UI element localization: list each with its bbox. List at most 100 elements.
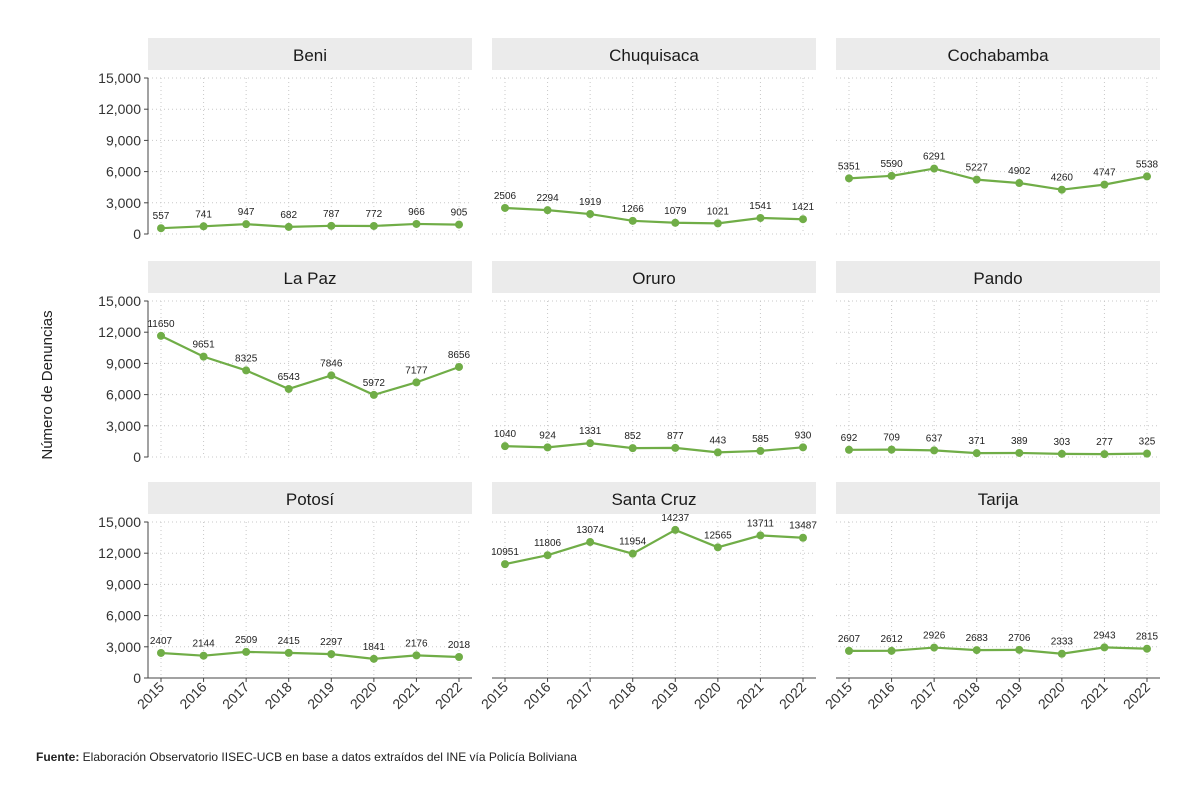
data-point xyxy=(199,651,208,660)
data-label: 9651 xyxy=(192,340,215,351)
series-line xyxy=(504,206,804,225)
data-point xyxy=(327,650,336,659)
data-label: 682 xyxy=(280,210,297,221)
data-point xyxy=(1143,172,1151,181)
data-label: 852 xyxy=(624,431,641,442)
data-label: 11806 xyxy=(534,538,562,549)
data-label: 787 xyxy=(323,209,340,220)
data-point xyxy=(543,551,552,560)
data-label: 277 xyxy=(1096,437,1113,448)
source-text: Elaboración Observatorio IISEC-UCB en ba… xyxy=(79,750,577,764)
y-tick-label: 6,000 xyxy=(106,387,141,403)
data-label: 947 xyxy=(238,207,255,218)
y-tick-label: 6,000 xyxy=(106,608,141,624)
x-tick-label: 2018 xyxy=(949,679,982,712)
y-tick-label: 0 xyxy=(133,670,141,686)
data-point xyxy=(887,171,896,180)
data-label: 2333 xyxy=(1051,637,1074,648)
x-tick-label: 2021 xyxy=(733,679,766,712)
data-point xyxy=(799,443,807,452)
data-label: 1079 xyxy=(664,206,687,217)
series-line xyxy=(504,442,804,454)
data-point xyxy=(412,219,421,228)
data-point xyxy=(157,331,165,340)
data-point xyxy=(242,366,251,375)
x-tick-label: 2019 xyxy=(304,679,337,712)
data-label: 709 xyxy=(883,433,900,444)
y-tick-label: 0 xyxy=(133,449,141,465)
y-tick-label: 12,000 xyxy=(98,545,141,561)
x-tick-label: 2016 xyxy=(176,679,209,712)
data-point xyxy=(284,648,293,657)
data-point xyxy=(327,221,336,230)
panel-beni: Beni 0 3,000 6,000 9,000 12,000 15,000 557 741 94… xyxy=(98,38,472,242)
data-label: 877 xyxy=(667,431,684,442)
data-label: 2926 xyxy=(923,631,946,642)
y-axis-label: Número de Denuncias xyxy=(39,310,56,459)
data-label: 4902 xyxy=(1008,166,1031,177)
y-tick-label: 12,000 xyxy=(98,101,141,117)
data-label: 1021 xyxy=(707,206,730,217)
data-point xyxy=(284,222,293,231)
panel-oruro: Oruro 1040 924 1331 852 877 443 585 930 xyxy=(492,261,816,458)
y-tick-label: 12,000 xyxy=(98,324,141,340)
y-tick-label: 3,000 xyxy=(106,639,141,655)
data-label: 1421 xyxy=(792,202,815,213)
data-point xyxy=(242,220,251,229)
data-label: 371 xyxy=(968,436,985,447)
data-label: 2294 xyxy=(536,193,559,204)
y-tick-label: 3,000 xyxy=(106,418,141,434)
data-label: 2506 xyxy=(494,191,517,202)
data-point xyxy=(586,439,595,448)
data-label: 443 xyxy=(710,435,727,446)
data-label: 303 xyxy=(1054,437,1071,448)
data-label: 772 xyxy=(366,209,383,220)
data-point xyxy=(284,384,293,393)
data-label: 924 xyxy=(539,430,556,441)
panel-santa-cruz: Santa Cruz 2015 2016 2017 2018 2019 2020 2021 20… xyxy=(478,482,817,712)
data-point xyxy=(1100,643,1109,652)
data-point xyxy=(799,215,807,224)
data-label: 557 xyxy=(153,211,170,222)
panel-strip xyxy=(148,482,472,514)
data-point xyxy=(887,445,896,454)
panel-title: Tarija xyxy=(978,490,1019,509)
y-tick-label: 15,000 xyxy=(98,514,141,530)
panel-cochabamba: Cochabamba 5351 5590 6291 5227 4902 4260 4747 55… xyxy=(836,38,1160,235)
data-point xyxy=(713,543,722,552)
data-point xyxy=(930,643,939,652)
data-point xyxy=(671,443,680,452)
panel-strip xyxy=(148,261,472,293)
data-label: 585 xyxy=(752,434,769,445)
series-line xyxy=(504,528,804,566)
series-line xyxy=(160,334,460,397)
data-point xyxy=(1015,448,1024,457)
data-label: 8656 xyxy=(448,350,471,361)
data-point xyxy=(369,390,378,399)
y-tick-label: 9,000 xyxy=(106,132,141,148)
data-label: 2176 xyxy=(405,638,428,649)
data-label: 1541 xyxy=(749,201,772,212)
data-point xyxy=(1057,185,1066,194)
data-label: 5351 xyxy=(838,161,861,172)
data-label: 13074 xyxy=(576,525,604,536)
panel-title: La Paz xyxy=(284,269,337,288)
data-point xyxy=(327,371,336,380)
data-point xyxy=(845,174,853,183)
data-point xyxy=(713,448,722,457)
x-tick-label: 2022 xyxy=(776,679,809,712)
data-label: 2018 xyxy=(448,640,471,651)
series-line xyxy=(848,646,1148,655)
data-point xyxy=(1143,644,1151,653)
data-point xyxy=(586,538,595,547)
x-tick-label: 2020 xyxy=(1035,679,1068,712)
series-line xyxy=(848,448,1148,456)
data-point xyxy=(1015,645,1024,654)
x-tick-label: 2016 xyxy=(864,679,897,712)
data-label: 2815 xyxy=(1136,632,1159,643)
data-label: 4747 xyxy=(1093,168,1116,179)
data-point xyxy=(412,378,421,387)
data-label: 12565 xyxy=(704,530,732,541)
data-label: 7177 xyxy=(405,365,428,376)
